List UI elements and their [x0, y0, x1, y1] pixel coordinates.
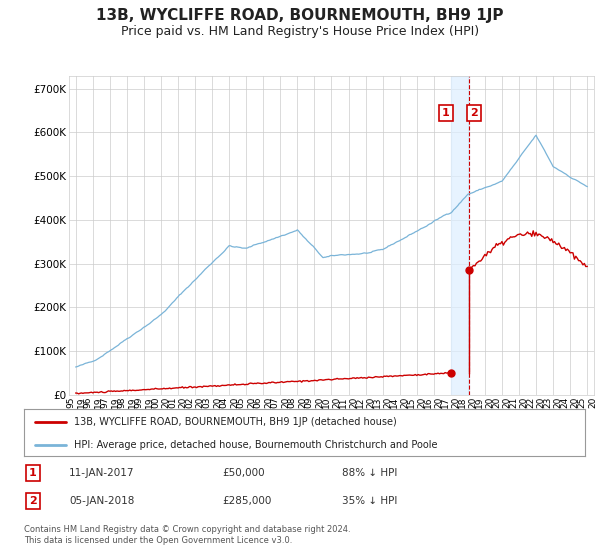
Bar: [451, 76, 469, 395]
Text: £285,000: £285,000: [222, 496, 271, 506]
Text: 11-JAN-2017: 11-JAN-2017: [69, 468, 134, 478]
Text: 13B, WYCLIFFE ROAD, BOURNEMOUTH, BH9 1JP (detached house): 13B, WYCLIFFE ROAD, BOURNEMOUTH, BH9 1JP…: [74, 417, 397, 427]
Text: 2: 2: [470, 108, 478, 118]
Text: 35% ↓ HPI: 35% ↓ HPI: [342, 496, 397, 506]
Text: 1: 1: [442, 108, 450, 118]
Text: Price paid vs. HM Land Registry's House Price Index (HPI): Price paid vs. HM Land Registry's House …: [121, 25, 479, 38]
Text: 05-JAN-2018: 05-JAN-2018: [69, 496, 134, 506]
Text: 1: 1: [29, 468, 37, 478]
Text: Contains HM Land Registry data © Crown copyright and database right 2024.
This d: Contains HM Land Registry data © Crown c…: [24, 525, 350, 545]
Text: £50,000: £50,000: [222, 468, 265, 478]
Text: 13B, WYCLIFFE ROAD, BOURNEMOUTH, BH9 1JP: 13B, WYCLIFFE ROAD, BOURNEMOUTH, BH9 1JP: [96, 8, 504, 24]
Text: 2: 2: [29, 496, 37, 506]
Text: HPI: Average price, detached house, Bournemouth Christchurch and Poole: HPI: Average price, detached house, Bour…: [74, 440, 438, 450]
Text: 88% ↓ HPI: 88% ↓ HPI: [342, 468, 397, 478]
